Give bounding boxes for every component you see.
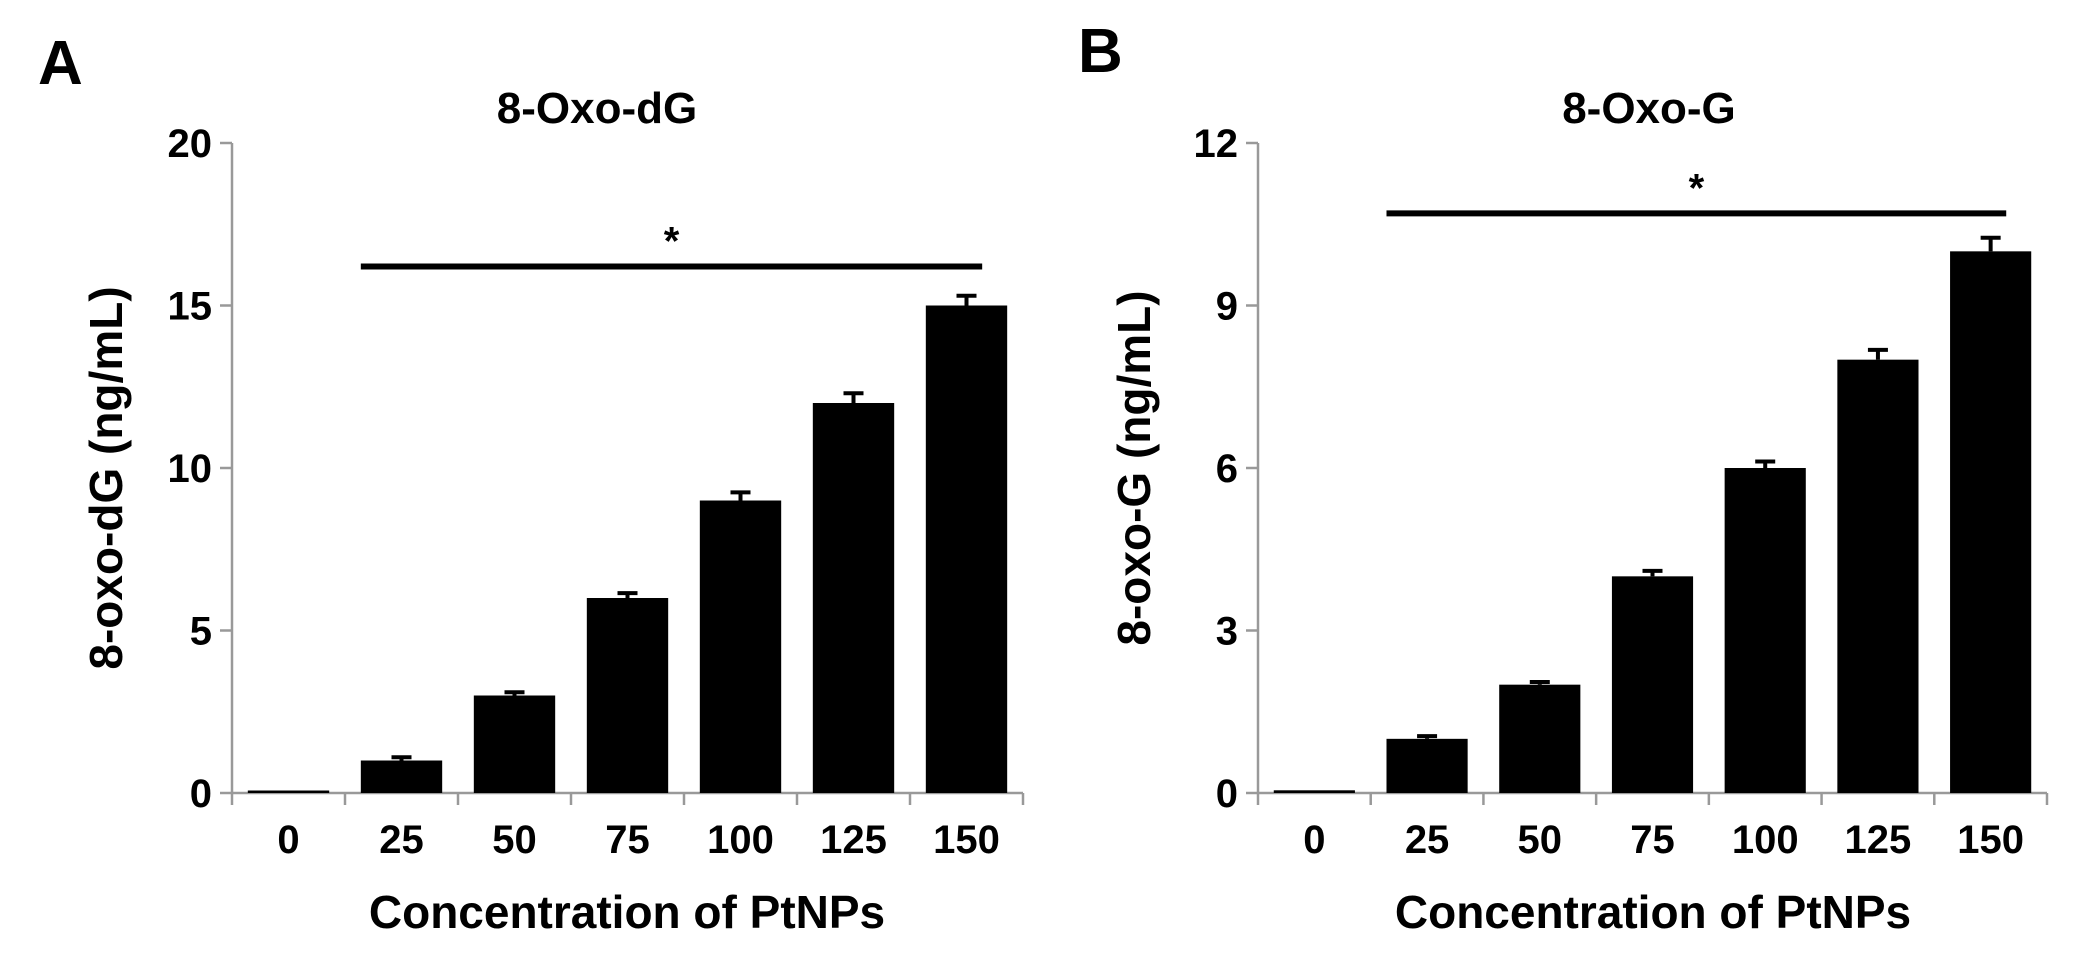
x-axis-label-a: Concentration of PtNPs bbox=[369, 886, 885, 938]
bar-a bbox=[699, 500, 782, 793]
y-tick-label-b: 0 bbox=[1216, 772, 1238, 816]
y-tick-label-a: 0 bbox=[190, 772, 212, 816]
bar-a bbox=[586, 598, 669, 793]
y-tick-label-a: 20 bbox=[168, 122, 213, 166]
bar-b bbox=[1724, 468, 1806, 793]
panel-b: B 8-Oxo-G 8-oxo-G (ng/mL) Concentration … bbox=[1078, 17, 2049, 938]
significance-star-a: * bbox=[664, 220, 680, 264]
bar-a bbox=[812, 403, 895, 793]
y-tick-label-b: 6 bbox=[1216, 447, 1238, 491]
bar-b bbox=[1386, 738, 1468, 793]
plot-area-a: 0 5 10 15 20 0 25 50 75 100 125 150 * bbox=[168, 122, 1025, 862]
chart-title-b: 8-Oxo-G bbox=[1562, 84, 1736, 133]
x-tick-label-a: 50 bbox=[492, 818, 537, 862]
y-axis-label-b: 8-oxo-G (ng/mL) bbox=[1108, 290, 1160, 645]
x-tick-label-a: 100 bbox=[707, 818, 774, 862]
bar-b bbox=[1611, 576, 1694, 793]
chart-title-a: 8-Oxo-dG bbox=[497, 84, 697, 133]
bar-a bbox=[247, 790, 330, 793]
bar-a bbox=[360, 760, 443, 793]
bar-b bbox=[1837, 359, 1919, 793]
x-tick-label-b: 50 bbox=[1518, 818, 1563, 862]
bar-b bbox=[1950, 251, 2032, 794]
bar-b bbox=[1273, 790, 1355, 793]
plot-area-b: 0 3 6 9 12 0 25 50 75 100 125 150 * bbox=[1194, 122, 2049, 862]
x-tick-label-b: 75 bbox=[1630, 818, 1675, 862]
x-tick-label-b: 125 bbox=[1845, 818, 1912, 862]
bar-a bbox=[473, 695, 556, 793]
x-axis-label-b: Concentration of PtNPs bbox=[1395, 886, 1911, 938]
x-tick-label-a: 125 bbox=[820, 818, 887, 862]
y-tick-label-a: 10 bbox=[168, 447, 213, 491]
y-tick-label-a: 15 bbox=[168, 285, 213, 329]
bar-a bbox=[925, 305, 1008, 793]
x-tick-label-b: 25 bbox=[1405, 818, 1450, 862]
significance-star-b: * bbox=[1689, 166, 1705, 210]
x-tick-label-b: 0 bbox=[1303, 818, 1325, 862]
y-tick-label-b: 9 bbox=[1216, 285, 1238, 329]
x-tick-label-a: 75 bbox=[605, 818, 650, 862]
x-tick-label-a: 0 bbox=[277, 818, 299, 862]
y-axis-label-a: 8-oxo-dG (ng/mL) bbox=[80, 286, 132, 669]
panel-letter-a: A bbox=[38, 29, 83, 98]
y-tick-label-b: 12 bbox=[1194, 122, 1239, 166]
x-tick-label-a: 150 bbox=[933, 818, 1000, 862]
y-tick-label-a: 5 bbox=[190, 610, 212, 654]
x-tick-label-b: 150 bbox=[1957, 818, 2024, 862]
panel-letter-b: B bbox=[1078, 17, 1123, 86]
bar-b bbox=[1499, 684, 1581, 793]
panel-a: A 8-Oxo-dG 8-oxo-dG (ng/mL) Concentratio… bbox=[38, 29, 1025, 938]
x-tick-label-a: 25 bbox=[379, 818, 424, 862]
x-tick-label-b: 100 bbox=[1732, 818, 1799, 862]
y-tick-label-b: 3 bbox=[1216, 610, 1238, 654]
